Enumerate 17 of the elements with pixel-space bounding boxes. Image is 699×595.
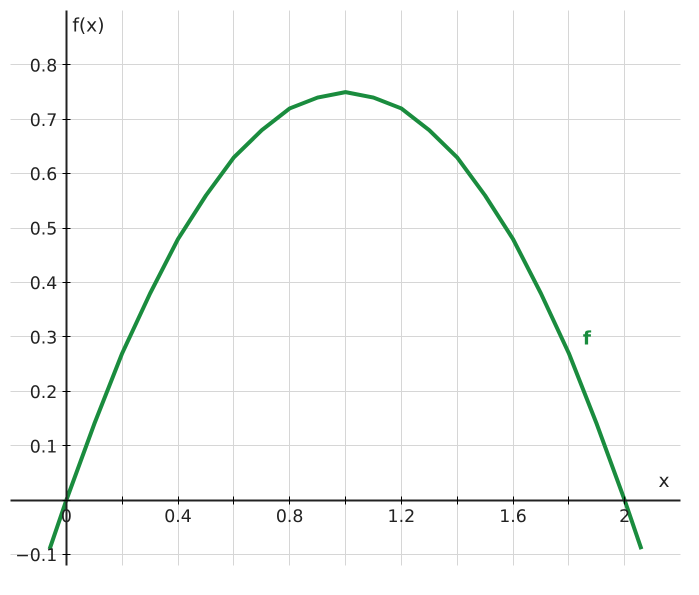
x-axis-title: x [658,471,670,492]
y-tick-label: 0.4 [30,274,58,294]
x-tick-label: 0.8 [276,507,304,528]
y-tick-label: 0.1 [30,437,58,458]
x-tick-label: 1.6 [499,507,527,528]
y-tick-label: 0.7 [30,110,58,131]
x-tick-label: 2 [619,507,630,528]
y-tick-label: 0.6 [30,165,58,186]
y-axis-title: f(x) [72,16,105,36]
series-label: f [582,328,592,350]
x-tick-label: 1.2 [388,507,416,528]
y-tick-label: 0.2 [30,382,58,403]
y-tick-label: 0.3 [30,328,58,348]
y-tick-label: 0.5 [30,220,58,240]
y-tick-label: −0.1 [15,546,58,566]
x-tick-label: 0.4 [164,507,192,528]
y-tick-label: 0.8 [30,56,58,76]
